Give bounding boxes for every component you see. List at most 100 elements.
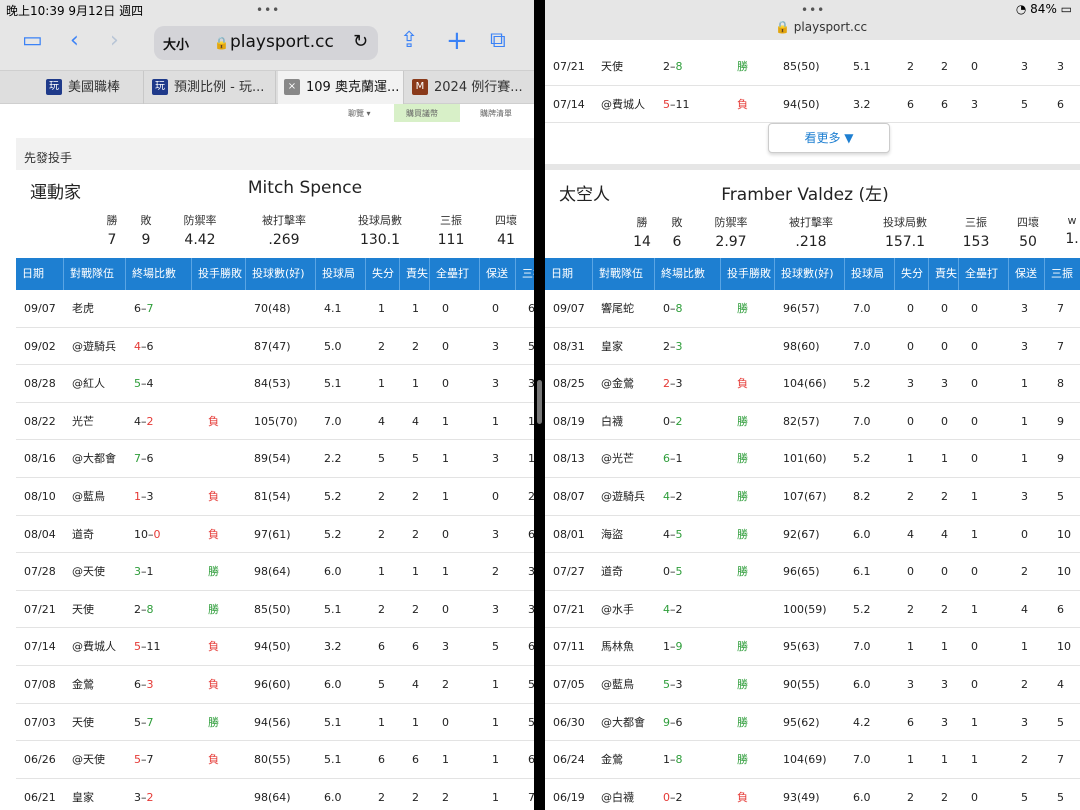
table-row[interactable]: 06/26 @天使 5–7 負 80(55) 5.1 6 6 1 1 6 [16,741,534,779]
column-header-3[interactable]: 投手勝敗 [721,258,775,290]
share-icon[interactable]: ⇪ [400,28,419,53]
walks: 1 [1021,414,1028,428]
table-row[interactable]: 07/21 天使 2–8 勝 85(50) 5.1 2 2 0 3 3 [545,48,1080,86]
table-row[interactable]: 09/07 老虎 6–7 70(48) 4.1 1 1 0 0 6 [16,290,534,328]
earned-runs: 1 [412,302,419,315]
column-header-5[interactable]: 投球局 [845,258,895,290]
score-away: 6 [675,715,683,729]
table-row[interactable]: 07/03 天使 5–7 勝 94(56) 5.1 1 1 0 1 5 [16,704,534,742]
table-row[interactable]: 08/16 @大都會 7–6 89(54) 2.2 5 5 1 3 1 [16,440,534,478]
table-row[interactable]: 09/02 @遊騎兵 4–6 87(47) 5.0 2 2 0 3 5 [16,328,534,366]
see-more-button[interactable]: 看更多 ▼ [768,123,890,153]
column-header-6[interactable]: 失分 [895,258,929,290]
stat-value: .218 [795,234,827,250]
stat-value: 50 [1019,234,1037,250]
table-row[interactable]: 07/05 @藍鳥 5–3 勝 90(55) 6.0 3 3 0 2 4 [545,666,1080,704]
tab-prediction[interactable]: 玩預測比例 - 玩... [146,71,276,104]
column-header-7[interactable]: 責失 [929,258,959,290]
column-header-9[interactable]: 保送 [480,258,516,290]
tab-athletics[interactable]: × 109 奧克蘭運... [278,71,404,104]
table-row[interactable]: 08/28 @紅人 5–4 84(53) 5.1 1 1 0 3 3 [16,365,534,403]
tab-mlb[interactable]: 玩美國職棒 [40,71,144,104]
innings-pitched: 5.2 [853,377,871,391]
column-header-1[interactable]: 對戰隊伍 [593,258,655,290]
column-header-2[interactable]: 終場比數 [126,258,192,290]
address-bar[interactable]: 大小 🔒 playsport.cc ↻ [154,26,378,60]
column-header-3[interactable]: 投手勝敗 [192,258,246,290]
split-handle[interactable] [537,380,542,424]
column-header-8[interactable]: 全壘打 [430,258,480,290]
column-header-5[interactable]: 投球局 [316,258,366,290]
score-home: 7 [134,452,141,466]
text-size-button[interactable]: 大小 [163,38,190,53]
runs: 1 [378,715,385,729]
column-header-4[interactable]: 投球數(好) [775,258,845,290]
innings-pitched: 4.2 [853,715,871,729]
column-header-0[interactable]: 日期 [16,258,64,290]
tabs-overview-icon[interactable]: ⧉ [490,28,506,53]
sidebar-icon[interactable]: ▭ [22,28,43,53]
score-away: 11 [146,640,161,654]
table-row[interactable]: 07/28 @天使 3–1 勝 98(64) 6.0 1 1 1 2 3 [16,553,534,591]
url-text[interactable]: playsport.cc [230,32,334,52]
strikeouts: 6 [1057,97,1064,111]
stat-4: 投球局數 157.1 [875,214,935,250]
column-header-1[interactable]: 對戰隊伍 [64,258,126,290]
home-runs: 0 [442,377,449,391]
browse-dropdown[interactable]: 聊覽 ▾ [348,109,371,118]
table-row[interactable]: 07/08 金鶯 6–3 負 96(60) 6.0 5 4 2 1 5 [16,666,534,704]
column-header-2[interactable]: 終場比數 [655,258,721,290]
game-date: 08/19 [553,414,585,428]
table-row[interactable]: 07/21 @水手 4–2 100(59) 5.2 2 2 1 4 6 [545,591,1080,629]
column-header-4[interactable]: 投球數(好) [246,258,316,290]
table-row[interactable]: 08/04 道奇 10–0 負 97(61) 5.2 2 2 0 3 6 [16,516,534,554]
reload-icon[interactable]: ↻ [353,31,369,52]
score-away: 2 [675,414,683,428]
walks: 3 [492,602,499,616]
column-header-8[interactable]: 全壘打 [959,258,1009,290]
table-row[interactable]: 06/24 金鶯 1–8 勝 104(69) 7.0 1 1 1 2 7 [545,741,1080,779]
buy-coins-button[interactable]: 購買議幣 [394,104,460,122]
back-icon[interactable]: ‹ [70,28,79,53]
purchase-list-link[interactable]: 購牌清單 [480,109,512,118]
table-row[interactable]: 07/14 @費城人 5–11 負 94(50) 3.2 6 6 3 5 6 [16,628,534,666]
multitask-dots[interactable]: ••• [801,3,826,17]
runs: 4 [378,414,385,428]
table-row[interactable]: 08/19 白襪 0–2 勝 82(57) 7.0 0 0 0 1 9 [545,403,1080,441]
compact-url[interactable]: 🔒 playsport.cc [775,20,867,34]
table-row[interactable]: 07/21 天使 2–8 勝 85(50) 5.1 2 2 0 3 3 [16,591,534,629]
column-header-9[interactable]: 保送 [1009,258,1045,290]
table-row[interactable]: 07/27 道奇 0–5 勝 96(65) 6.1 0 0 0 2 10 [545,553,1080,591]
table-row[interactable]: 06/30 @大都會 9–6 勝 95(62) 4.2 6 3 1 3 5 [545,704,1080,742]
opponent: 光芒 [72,414,94,428]
multitask-dots[interactable]: ••• [256,3,281,17]
table-row[interactable]: 07/11 馬林魚 1–9 勝 95(63) 7.0 1 1 0 1 10 [545,628,1080,666]
table-row[interactable]: 06/21 皇家 3–2 98(64) 6.0 2 2 2 1 7 [16,779,534,810]
column-header-10[interactable]: 三振 [516,258,534,290]
game-date: 08/28 [24,377,56,391]
column-header-7[interactable]: 責失 [400,258,430,290]
table-row[interactable]: 07/14 @費城人 5–11 負 94(50) 3.2 6 6 3 5 6 [545,86,1080,124]
table-row[interactable]: 08/13 @光芒 6–1 勝 101(60) 5.2 1 1 0 1 9 [545,440,1080,478]
table-row[interactable]: 09/07 響尾蛇 0–8 勝 96(57) 7.0 0 0 0 3 7 [545,290,1080,328]
innings-pitched: 7.0 [324,414,342,428]
new-tab-icon[interactable]: + [446,26,468,56]
column-header-10[interactable]: 三振 [1045,258,1080,290]
stat-label: 四壞 [1017,216,1039,229]
table-row[interactable]: 08/10 @藍鳥 1–3 負 81(54) 5.2 2 2 1 0 2 [16,478,534,516]
table-row[interactable]: 06/19 @白襪 0–2 負 93(49) 6.0 2 2 0 5 5 [545,779,1080,810]
column-header-0[interactable]: 日期 [545,258,593,290]
table-row[interactable]: 08/07 @遊騎兵 4–2 勝 107(67) 8.2 2 2 1 3 5 [545,478,1080,516]
table-row[interactable]: 08/31 皇家 2–3 98(60) 7.0 0 0 0 3 7 [545,328,1080,366]
pitcher-decision: 勝 [737,640,748,654]
tab-regular-season[interactable]: M 2024 例行賽... [406,71,534,104]
forward-icon[interactable]: › [110,28,119,53]
table-row[interactable]: 08/01 海盜 4–5 勝 92(67) 6.0 4 4 1 0 10 [545,516,1080,554]
close-tab-icon[interactable]: × [284,78,300,95]
innings-pitched: 5.2 [853,602,871,616]
table-row[interactable]: 08/25 @金鶯 2–3 負 104(66) 5.2 3 3 0 1 8 [545,365,1080,403]
column-header-6[interactable]: 失分 [366,258,400,290]
earned-runs: 2 [941,602,948,616]
final-score: 9–6 [657,704,683,741]
